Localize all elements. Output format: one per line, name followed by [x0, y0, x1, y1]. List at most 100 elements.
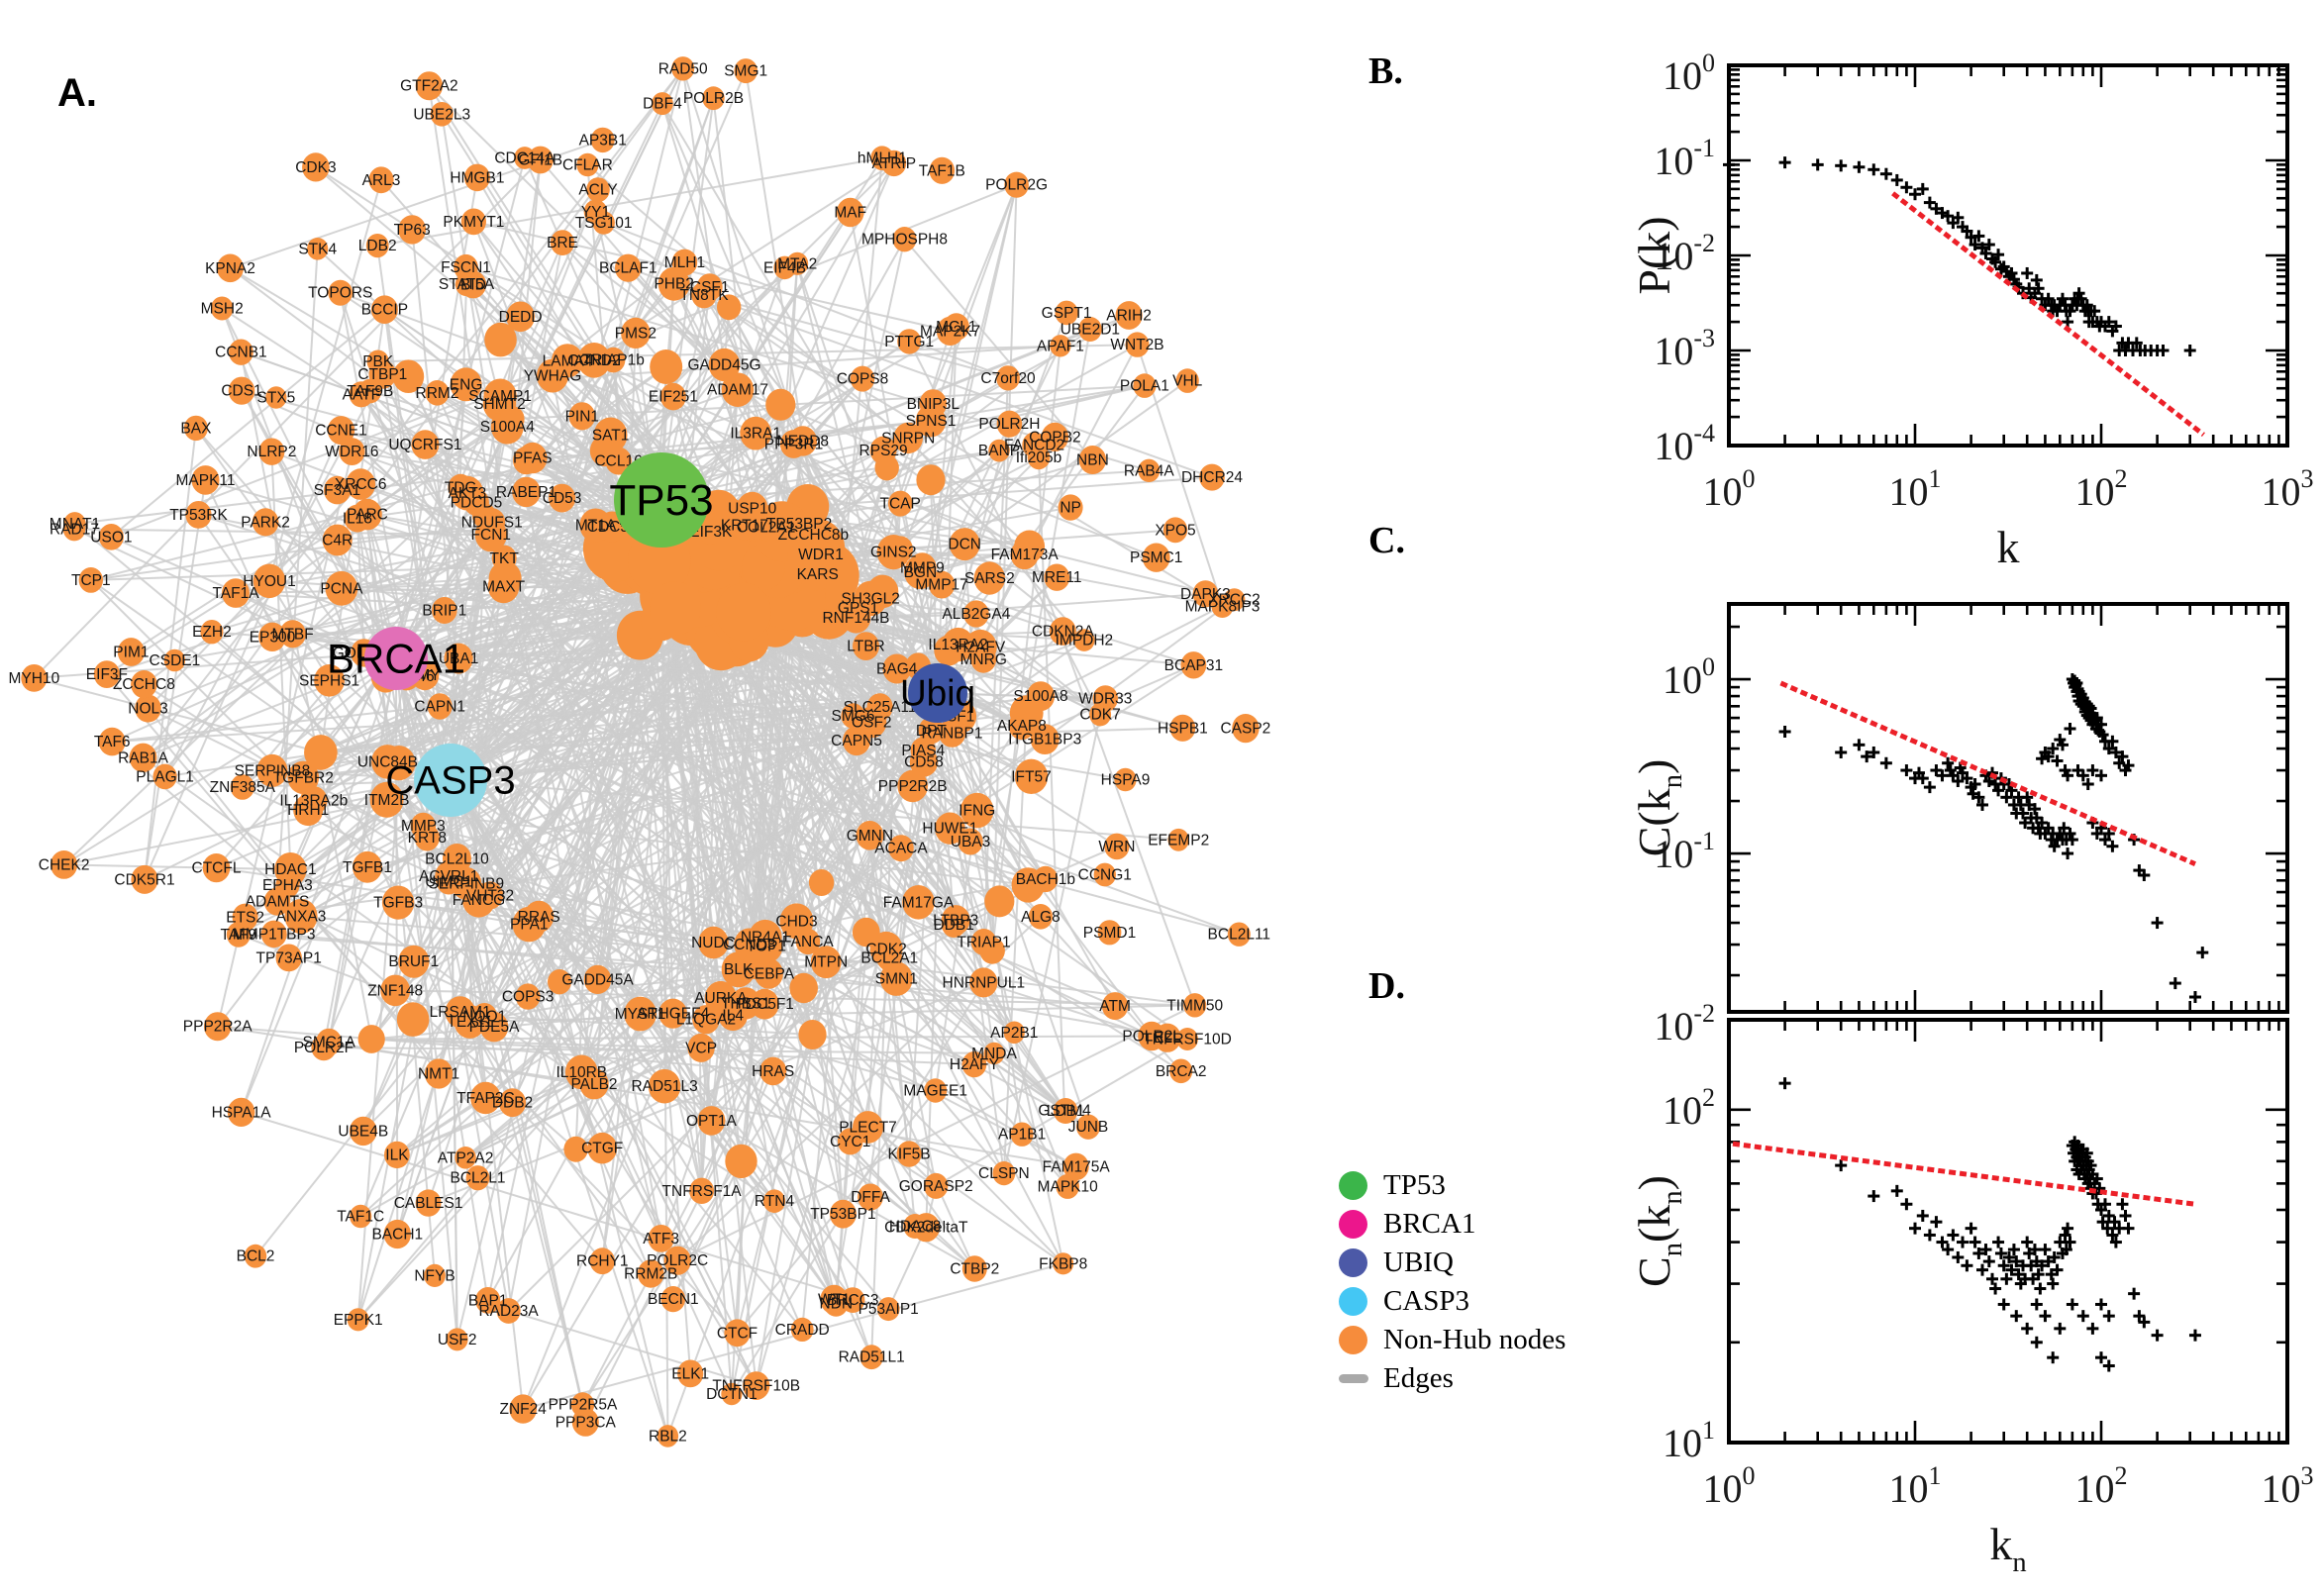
- gene-label: EIF3F: [86, 666, 128, 683]
- network-node: [325, 570, 358, 606]
- network-node: [916, 464, 946, 496]
- network-node: [876, 945, 902, 972]
- gene-label: KRT8: [408, 830, 447, 847]
- network-node: [960, 792, 994, 829]
- gene-label: OSF2: [852, 715, 891, 732]
- gene-label: CRADD: [775, 1322, 830, 1339]
- network-node: [552, 344, 584, 378]
- gene-label: IL13RA2b: [279, 793, 348, 810]
- gene-label: TGFBR2: [273, 769, 334, 786]
- gene-label: ATRIP: [872, 155, 917, 172]
- network-node: [789, 972, 818, 1004]
- network-node: [1138, 458, 1161, 482]
- gene-label: RBL2: [649, 1428, 687, 1445]
- gene-label: TFAP2C: [456, 1090, 515, 1107]
- network-node: [454, 272, 478, 297]
- network-node: [414, 824, 440, 851]
- gene-label: CDK2: [865, 941, 906, 957]
- gene-label: TAF1B: [919, 162, 965, 179]
- gene-label: TCP1: [71, 572, 111, 589]
- network-node: [579, 1068, 609, 1100]
- gene-label: RAD51L1: [839, 1349, 905, 1366]
- gene-label: IL18: [343, 511, 372, 528]
- gene-label: ARHGEF4: [637, 1006, 710, 1023]
- gene-label: BRUF1: [388, 953, 439, 970]
- network-node: [1176, 1028, 1198, 1050]
- gene-label: RRM2B: [624, 1266, 677, 1283]
- network-node: [451, 475, 484, 511]
- gene-label: PBK: [362, 353, 394, 370]
- gene-label: GINS2: [870, 545, 917, 561]
- gene-label: STAT5A: [439, 276, 495, 293]
- y-axis-label-B: P(k): [1629, 216, 1679, 294]
- network-node: [743, 949, 770, 980]
- gene-label: BRCC3: [827, 1292, 879, 1309]
- gene-label: LTBR: [847, 639, 884, 655]
- gene-label: TOPORS: [308, 285, 372, 302]
- gene-label: TAF9B: [347, 383, 393, 400]
- network-node: [765, 388, 796, 421]
- x-axis-label-B: k: [1997, 522, 2020, 572]
- gene-label: HDAC1: [264, 861, 317, 878]
- panel-d-label: D.: [1368, 965, 1405, 1007]
- gene-label: NDN: [820, 1296, 854, 1313]
- network-node: [1227, 922, 1251, 947]
- gene-label: BAX: [180, 420, 212, 437]
- gene-label: CDK5R1: [114, 871, 174, 888]
- network-node: [415, 71, 444, 101]
- gene-label: CTGF: [581, 1141, 623, 1157]
- scatter-points: [1723, 156, 2196, 356]
- gene-label: HRAS: [752, 1063, 794, 1080]
- gene-label: POLR2B: [683, 90, 744, 107]
- gene-label: STK4: [298, 241, 337, 257]
- fit-line: [1891, 191, 2205, 438]
- gene-label: HDAC8: [889, 1219, 942, 1236]
- gene-label: MAF: [834, 205, 866, 222]
- network-node: [648, 1068, 681, 1104]
- panel-c-label: C.: [1368, 520, 1405, 561]
- gene-label: CDK3: [295, 159, 336, 176]
- gene-label: POLR2F: [294, 1040, 354, 1056]
- network-node: [970, 646, 997, 673]
- gene-label: CLSPN: [978, 1165, 1030, 1182]
- network-node: [353, 850, 382, 883]
- gene-label: MMP9: [900, 559, 945, 576]
- gene-label: MMP1TBP3: [233, 926, 316, 943]
- network-node: [328, 279, 354, 306]
- network-node: [887, 536, 913, 563]
- network-node: [1028, 904, 1053, 930]
- gene-label: CAPN1: [414, 699, 465, 716]
- network-node: [717, 294, 742, 321]
- network-node: [524, 900, 555, 933]
- network-node: [691, 281, 717, 309]
- gene-label: SCAMP1: [468, 388, 532, 405]
- gene-label: LRSAM1: [430, 1004, 491, 1021]
- network-node: [1175, 368, 1199, 393]
- network-node: [78, 567, 104, 593]
- gene-label: BNIP3L: [907, 396, 960, 413]
- network-node: [263, 887, 291, 916]
- gene-label: WDR16: [325, 444, 378, 460]
- network-node: [316, 1028, 343, 1056]
- network-node: [307, 238, 329, 260]
- gene-label: CCNG1: [1078, 867, 1132, 884]
- gene-label: POLR2H: [978, 416, 1040, 433]
- network-node: [983, 1042, 1005, 1065]
- network-node: [1004, 171, 1029, 198]
- network-node: [135, 694, 161, 723]
- gene-label: ZNF24: [500, 1401, 548, 1418]
- gene-label: PIN1: [565, 408, 599, 425]
- network-node: [1050, 335, 1071, 357]
- network-node: [350, 1204, 372, 1229]
- gene-label: GADD45A: [561, 971, 634, 988]
- gene-label: IL3RA1: [730, 426, 781, 443]
- gene-label: PARC: [347, 507, 388, 524]
- network-node: [129, 743, 157, 772]
- gene-label: NOL3: [128, 701, 168, 718]
- x-axis-label-D: kn: [1989, 1519, 2026, 1578]
- gene-label: IMPDH2: [1056, 633, 1114, 649]
- network-node: [384, 1141, 410, 1169]
- gene-label: GPS1: [838, 600, 878, 617]
- gene-label: SERPINB8: [235, 762, 311, 779]
- gene-label: IFNG: [959, 803, 995, 820]
